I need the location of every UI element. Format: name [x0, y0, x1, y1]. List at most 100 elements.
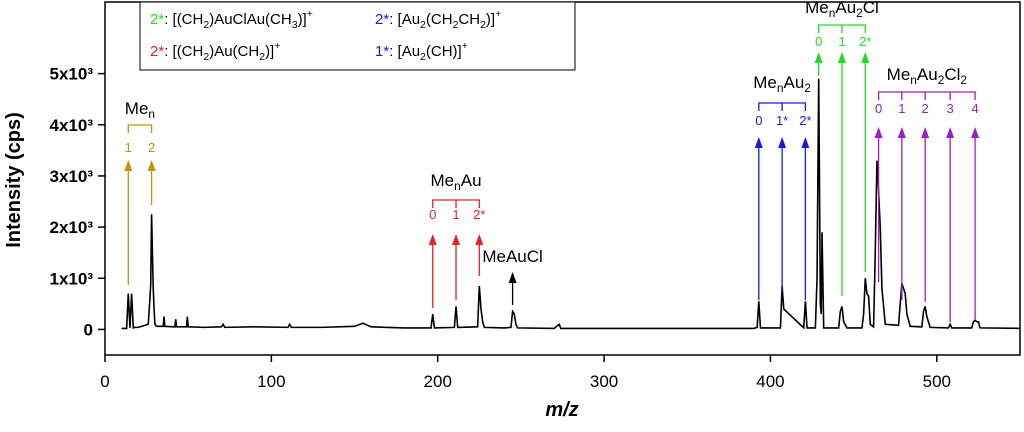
y-tick-label: 1x10³ — [50, 269, 94, 288]
legend-key: 2* — [150, 11, 164, 28]
y-tick-label: 4x10³ — [50, 116, 94, 135]
text-part: n — [777, 81, 784, 95]
text-part: 2 — [480, 19, 486, 31]
arrow-label: 1 — [898, 101, 905, 116]
text-part: Me — [887, 65, 911, 84]
annotation-label: MenAu2Cl2 — [887, 65, 968, 87]
text-part: (CH — [426, 11, 453, 28]
text-part: Me — [431, 171, 455, 190]
annotation-label: MenAu2 — [753, 73, 811, 95]
legend-key: 1* — [375, 43, 389, 60]
text-part: 2 — [453, 19, 459, 31]
arrow-head — [124, 160, 133, 171]
text-part: : [(CH — [164, 43, 203, 60]
y-tick-label: 0 — [84, 320, 93, 339]
text-part: 3 — [292, 19, 298, 31]
arrow-label: 2 — [922, 101, 929, 116]
y-tick-label: 2x10³ — [50, 218, 94, 237]
arrow-head — [428, 234, 437, 245]
arrow-head — [754, 137, 763, 148]
x-tick-label: 500 — [923, 372, 951, 391]
text-part: + — [462, 40, 468, 52]
text-part: (CH)] — [426, 43, 462, 60]
bracket — [127, 124, 153, 133]
annotation-label: Men — [125, 99, 155, 121]
text-part: )] — [486, 11, 495, 28]
legend-entry: 1*: [Au2(CH)]+ — [375, 40, 468, 63]
text-part: + — [495, 8, 501, 20]
text-part: 2 — [938, 73, 945, 87]
arrow-head — [814, 52, 823, 63]
arrow-head — [921, 127, 930, 138]
arrow-label: 3 — [947, 101, 954, 116]
arrow-head — [971, 127, 980, 138]
text-part: Au — [835, 0, 856, 17]
y-tick-label: 3x10³ — [50, 167, 94, 186]
legend-box — [139, 1, 576, 71]
annotation-label: MenAu — [431, 171, 482, 193]
arrow-label: 0 — [755, 113, 762, 128]
text-part: Me — [805, 0, 829, 17]
arrow-head — [837, 52, 846, 63]
arrow-label: 2* — [473, 207, 485, 222]
text-part: Au — [461, 171, 482, 190]
arrow-head — [861, 52, 870, 63]
text-part: : [Au — [389, 43, 420, 60]
text-part: 2 — [203, 19, 209, 31]
arrow-label: 2* — [799, 113, 811, 128]
text-part: n — [454, 179, 461, 193]
arrow-head — [452, 234, 461, 245]
text-part: Cl — [863, 0, 879, 17]
text-part: )] — [298, 11, 307, 28]
arrow-label: 2* — [859, 34, 871, 49]
text-part: 2 — [259, 51, 265, 63]
x-tick-label: 100 — [257, 372, 285, 391]
text-part: CH — [458, 11, 480, 28]
arrow-head — [801, 137, 810, 148]
arrow-label: 0 — [875, 101, 882, 116]
text-part: 2 — [856, 6, 863, 20]
annotation-label: MeAuCl — [482, 247, 542, 266]
arrow-label: 1 — [838, 34, 845, 49]
arrow-label: 1* — [776, 113, 788, 128]
text-part: : [(CH — [164, 11, 203, 28]
text-part: Me — [125, 99, 149, 118]
text-part: )] — [265, 43, 274, 60]
text-part: : [Au — [389, 11, 420, 28]
text-part: )AuClAu(CH — [209, 11, 292, 28]
legend-entry: 2*: [(CH2)AuClAu(CH3)]+ — [150, 8, 313, 31]
bracket — [877, 91, 976, 100]
text-part: Au — [784, 73, 805, 92]
arrow-label: 4 — [971, 101, 978, 116]
annotation-label: MenAu2Cl — [805, 0, 879, 20]
text-part: + — [274, 40, 280, 52]
text-part: + — [307, 8, 313, 20]
legend-key: 2* — [375, 11, 389, 28]
arrow-head — [874, 127, 883, 138]
text-part: n — [910, 73, 917, 87]
text-part: )Au(CH — [209, 43, 259, 60]
text-part: n — [829, 6, 836, 20]
arrow-label: 0 — [429, 207, 436, 222]
text-part: 2 — [420, 51, 426, 63]
arrow-head — [508, 272, 517, 283]
x-axis-label: m/z — [545, 399, 578, 421]
text-part: Au — [917, 65, 938, 84]
text-part: 2 — [420, 19, 426, 31]
text-part: 2 — [203, 51, 209, 63]
arrow-head — [778, 137, 787, 148]
text-part: n — [148, 107, 155, 121]
arrow-head — [147, 160, 156, 171]
arrow-head — [475, 234, 484, 245]
text-part: 2 — [804, 81, 811, 95]
arrow-label: 1 — [125, 140, 132, 155]
y-tick-label: 5x10³ — [50, 65, 94, 84]
text-part: MeAuCl — [482, 247, 542, 266]
arrow-head — [946, 127, 955, 138]
legend-entry: 2*: [Au2(CH2CH2)]+ — [375, 8, 501, 31]
text-part: Me — [753, 73, 777, 92]
arrow-label: 1 — [452, 207, 459, 222]
arrow-head — [897, 127, 906, 138]
x-tick-label: 0 — [100, 372, 109, 391]
